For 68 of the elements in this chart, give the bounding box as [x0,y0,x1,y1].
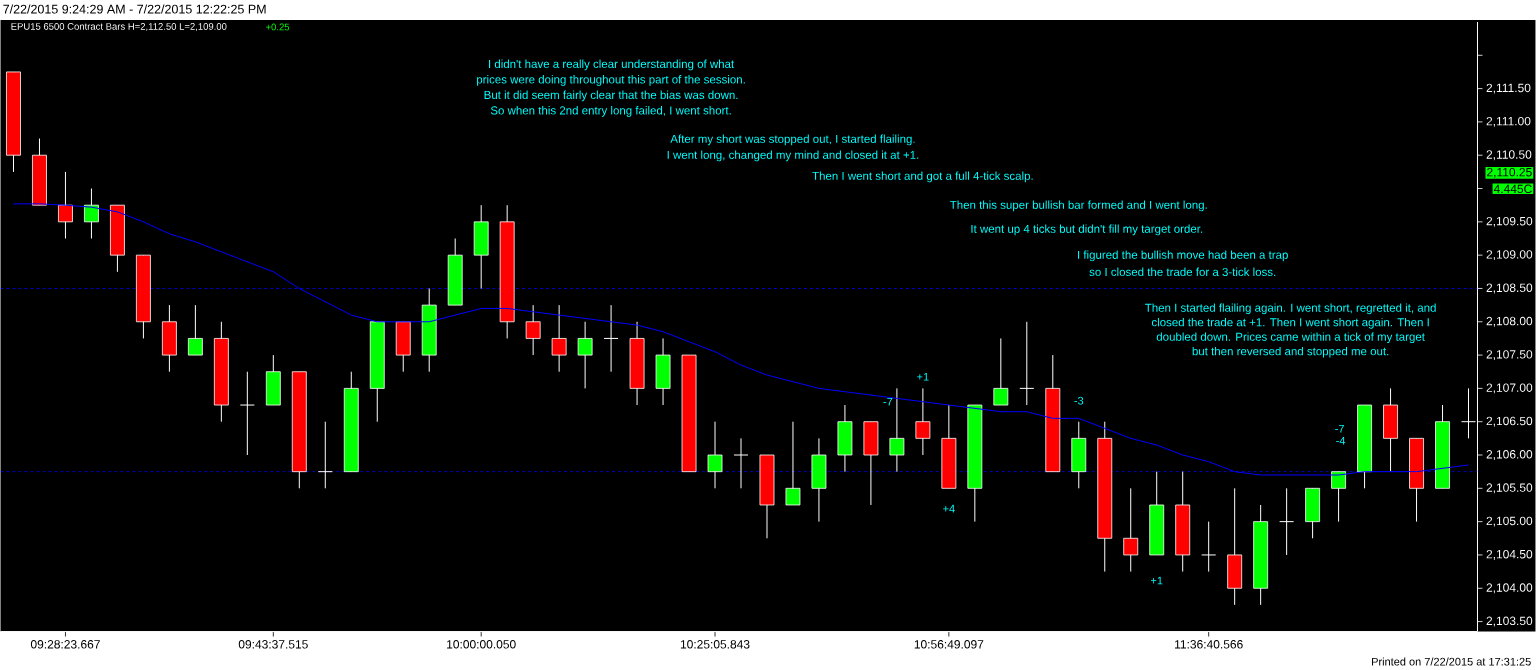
y-tick-label: 2,107.50 [1486,350,1533,361]
chart-title: 7/22/2015 9:24:29 AM - 7/22/2015 12:22:25 PM [3,4,266,14]
x-tick-label: 09:43:37.515 [238,640,308,649]
candlestick [551,304,567,373]
annotation: +1 [917,373,929,381]
annotation: +4 [943,505,955,513]
candlestick [993,338,1009,406]
x-tick-label: 10:56:49.097 [914,640,984,649]
annotation: but then reversed and stopped me out. [1192,347,1389,358]
candlestick [1331,471,1346,523]
candlestick [577,321,593,390]
candlestick [733,438,749,490]
candlestick [525,304,541,356]
annotation: -7 [1335,425,1344,433]
annotation: But it did seem fairly clear that the bias was down. [484,90,738,102]
text: Printed on 7/22/2015 at 17:31:25 [1372,657,1531,666]
y-tick-label: 2,109.00 [1486,250,1533,261]
annotation: So when this 2nd entry long failed, I went short. [490,106,731,118]
candlestick [317,421,333,490]
text: 2,110.25 [1487,168,1532,179]
y-tick-label: 2,105.50 [1486,483,1533,494]
y-tick-label: 2,111.00 [1486,117,1531,128]
y-tick-label: 2,111.50 [1486,83,1531,94]
candlestick [1201,521,1217,573]
annotation: Then this super bullish bar formed and I went long. [950,200,1207,212]
x-tick-label: 10:00:00.050 [447,640,516,649]
x-tick-label: 09:28:23.667 [30,640,100,649]
y-tick-label: 2,104.00 [1486,583,1533,594]
annotation: +1 [1150,577,1163,585]
annotation: closed the trade at +1. Then I went short again. Then I [1151,318,1429,329]
annotation: It went up 4 ticks but didn't fill my target order. [971,224,1203,236]
candlestick [58,171,73,240]
annotation: After my short was stopped out, I started flailing. [670,134,915,146]
y-tick-label: 2,110.50 [1486,150,1532,161]
candlestick [1279,488,1295,556]
annotation: prices were doing throughout this part of the session. [477,75,745,87]
y-tick-label: 2,104.50 [1486,550,1533,561]
annotation: Then I went short and got a full 4-tick scalp. [812,171,1033,183]
y-tick-label: 2,108.50 [1486,283,1533,294]
annotation: +0.25 [266,23,290,31]
y-tick-label: 2,107.00 [1486,383,1533,394]
annotation: -3 [1074,397,1084,405]
annotation: Then I started flailing again. I went short, regretted it, and [1145,303,1436,315]
candlestick [1019,321,1035,406]
y-tick-label: 2,109.50 [1486,217,1533,228]
annotation: I went long, changed my mind and closed it at +1. [667,150,919,162]
y-tick-label: 2,105.00 [1486,516,1533,527]
candlestick [1123,488,1139,573]
x-tick-label: 10:25:05.843 [680,640,750,649]
y-tick-label: 2,106.50 [1486,416,1533,427]
annotation: I didn't have a really clear understanding of what [489,59,735,71]
candlestick [785,421,801,506]
x-tick-label: 11:36:40.566 [1175,640,1243,649]
annotation: -7 [883,398,893,406]
chart-subtitle: EPU15 6500 Contract Bars H=2,112.50 L=2,109.00 [11,23,227,32]
candlestick [239,371,255,456]
y-tick-label: 2,103.50 [1486,616,1533,627]
annotation: so I closed the trade for a 3-tick loss. [1089,267,1276,277]
annotation: I figured the bullish move had been a trap [1078,250,1288,262]
y-tick-label: 2,108.00 [1486,317,1533,327]
candlestick [84,188,99,240]
candlestick [915,388,931,456]
annotation: -4 [1336,437,1346,445]
candlestick [187,304,203,356]
y-tick-label: 2,106.00 [1486,450,1533,461]
text: 4.445C [1493,184,1532,194]
candlestick [707,421,723,490]
annotation: doubled down. Prices came within a tick of my target [1156,332,1425,344]
